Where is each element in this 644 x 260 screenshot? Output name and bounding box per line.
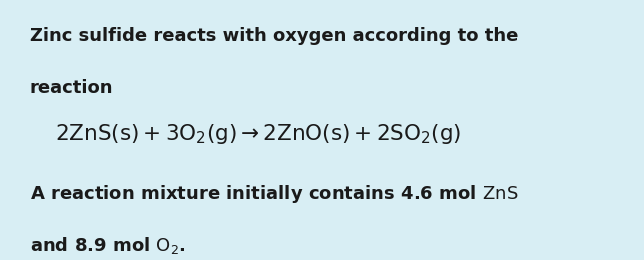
Text: Zinc sulfide reacts with oxygen according to the: Zinc sulfide reacts with oxygen accordin…: [30, 27, 518, 45]
Text: reaction: reaction: [30, 79, 113, 97]
Text: A reaction mixture initially contains 4.6 mol $\mathrm{ZnS}$: A reaction mixture initially contains 4.…: [30, 183, 518, 205]
Text: and 8.9 mol $\mathrm{O_2}$.: and 8.9 mol $\mathrm{O_2}$.: [30, 235, 185, 256]
Text: $2\mathrm{ZnS}(\mathrm{s}) + 3\mathrm{O_2}(\mathrm{g}) \rightarrow 2\mathrm{ZnO}: $2\mathrm{ZnS}(\mathrm{s}) + 3\mathrm{O_…: [55, 122, 461, 146]
